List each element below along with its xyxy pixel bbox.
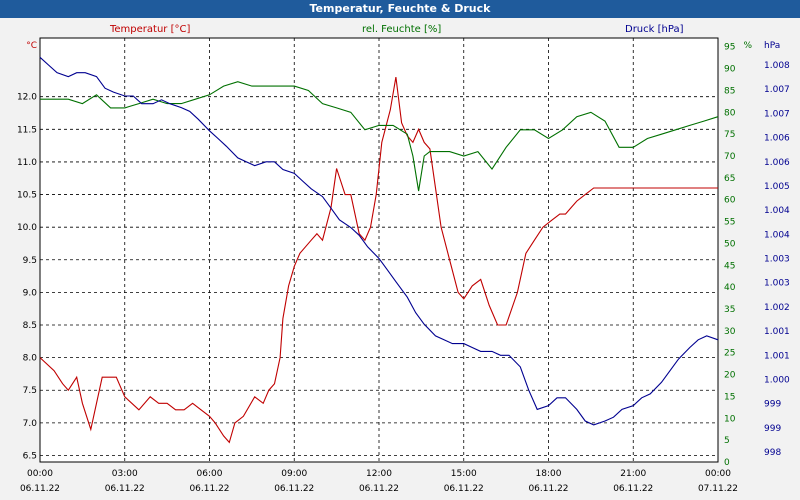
humidity-tick-label: 85 [724,86,735,96]
temperature-tick-label: 7.0 [23,419,38,429]
humidity-tick-label: 0 [724,458,730,468]
humidity-tick-label: 25 [724,349,735,359]
pressure-tick-label: 1.002 [764,303,790,313]
x-tick-time: 00:00 [27,469,53,479]
humidity-tick-label: 70 [724,152,736,162]
x-tick-date: 06.11.22 [359,484,399,494]
x-tick-time: 15:00 [451,469,477,479]
temperature-tick-label: 10.0 [17,223,37,233]
x-tick-date: 06.11.22 [274,484,314,494]
pressure-tick-label: 1.004 [764,206,790,216]
pressure-tick-label: 1.006 [764,134,790,144]
pressure-tick-label: 1.007 [764,85,790,95]
x-tick-time: 09:00 [281,469,307,479]
humidity-tick-label: 80 [724,108,736,118]
humidity-tick-label: 50 [724,239,736,249]
pressure-tick-label: 1.004 [764,230,790,240]
x-tick-date: 06.11.22 [528,484,568,494]
pressure-tick-label: 999 [764,400,781,410]
pressure-tick-label: 999 [764,424,781,434]
temperature-tick-label: 9.0 [23,288,38,298]
y-axis-labels: 6.5 7.0 7.5 8.0 8.5 9.0 9.5 10.0 10.5 11.0 11.5 12.… [17,41,790,468]
pressure-tick-label: 1.007 [764,109,790,119]
chart-title: Temperatur, Feuchte & Druck [0,0,800,18]
humidity-unit: % [743,41,752,51]
humidity-tick-label: 30 [724,327,736,337]
humidity-tick-label: 95 [724,43,735,53]
x-tick-time: 03:00 [112,469,138,479]
pressure-series-line [39,56,719,426]
temperature-tick-label: 8.5 [23,321,37,331]
pressure-unit: hPa [764,41,780,51]
x-tick-date: 06.11.22 [20,484,60,494]
x-tick-time: 06:00 [197,469,223,479]
pressure-tick-label: 1.005 [764,182,790,192]
humidity-tick-label: 35 [724,305,735,315]
temperature-unit: °C [26,41,37,51]
temperature-tick-label: 12.0 [17,93,37,103]
series-lines [39,56,719,444]
temperature-tick-label: 11.5 [17,125,37,135]
x-tick-date: 06.11.22 [105,484,145,494]
x-tick-date: 06.11.22 [444,484,484,494]
grid-lines [40,38,718,462]
pressure-tick-label: 1.001 [764,327,790,337]
temperature-tick-label: 8.0 [23,354,38,364]
humidity-tick-label: 55 [724,218,735,228]
pressure-tick-label: 998 [764,448,781,458]
legend-humidity: rel. Feuchte [%] [362,24,442,35]
humidity-tick-label: 20 [724,371,736,381]
x-tick-time: 00:00 [705,469,731,479]
humidity-tick-label: 45 [724,261,735,271]
x-tick-time: 18:00 [536,469,562,479]
humidity-tick-label: 75 [724,130,735,140]
humidity-tick-label: 65 [724,174,735,184]
x-tick-time: 12:00 [366,469,392,479]
pressure-tick-label: 1.003 [764,255,790,265]
x-tick-date: 06.11.22 [613,484,653,494]
humidity-tick-label: 40 [724,283,736,293]
humidity-tick-label: 90 [724,65,736,75]
humidity-tick-label: 5 [724,436,730,446]
legend-pressure: Druck [hPa] [625,24,684,35]
x-tick-time: 21:00 [620,469,646,479]
pressure-tick-label: 1.008 [764,61,790,71]
x-tick-date: 06.11.22 [189,484,229,494]
pressure-tick-label: 1.006 [764,158,790,168]
temperature-tick-label: 10.5 [17,191,37,201]
humidity-tick-label: 15 [724,392,735,402]
temperature-tick-label: 7.5 [23,386,37,396]
pressure-tick-label: 1.001 [764,351,790,361]
temperature-tick-label: 6.5 [23,451,37,461]
temperature-tick-label: 9.5 [23,256,37,266]
pressure-tick-label: 1.000 [764,375,790,385]
x-axis-labels: 00:00 06.11.22 03:00 06.11.22 06:00 06.11.22 0… [20,469,738,494]
pressure-tick-label: 1.003 [764,279,790,289]
humidity-tick-label: 10 [724,414,736,424]
humidity-series-line [40,81,719,192]
temperature-series-line [39,77,718,444]
temperature-tick-label: 11.0 [17,158,37,168]
x-tick-date: 07.11.22 [698,484,738,494]
legend-temperature: Temperatur [°C] [110,24,191,35]
humidity-tick-label: 60 [724,196,736,206]
